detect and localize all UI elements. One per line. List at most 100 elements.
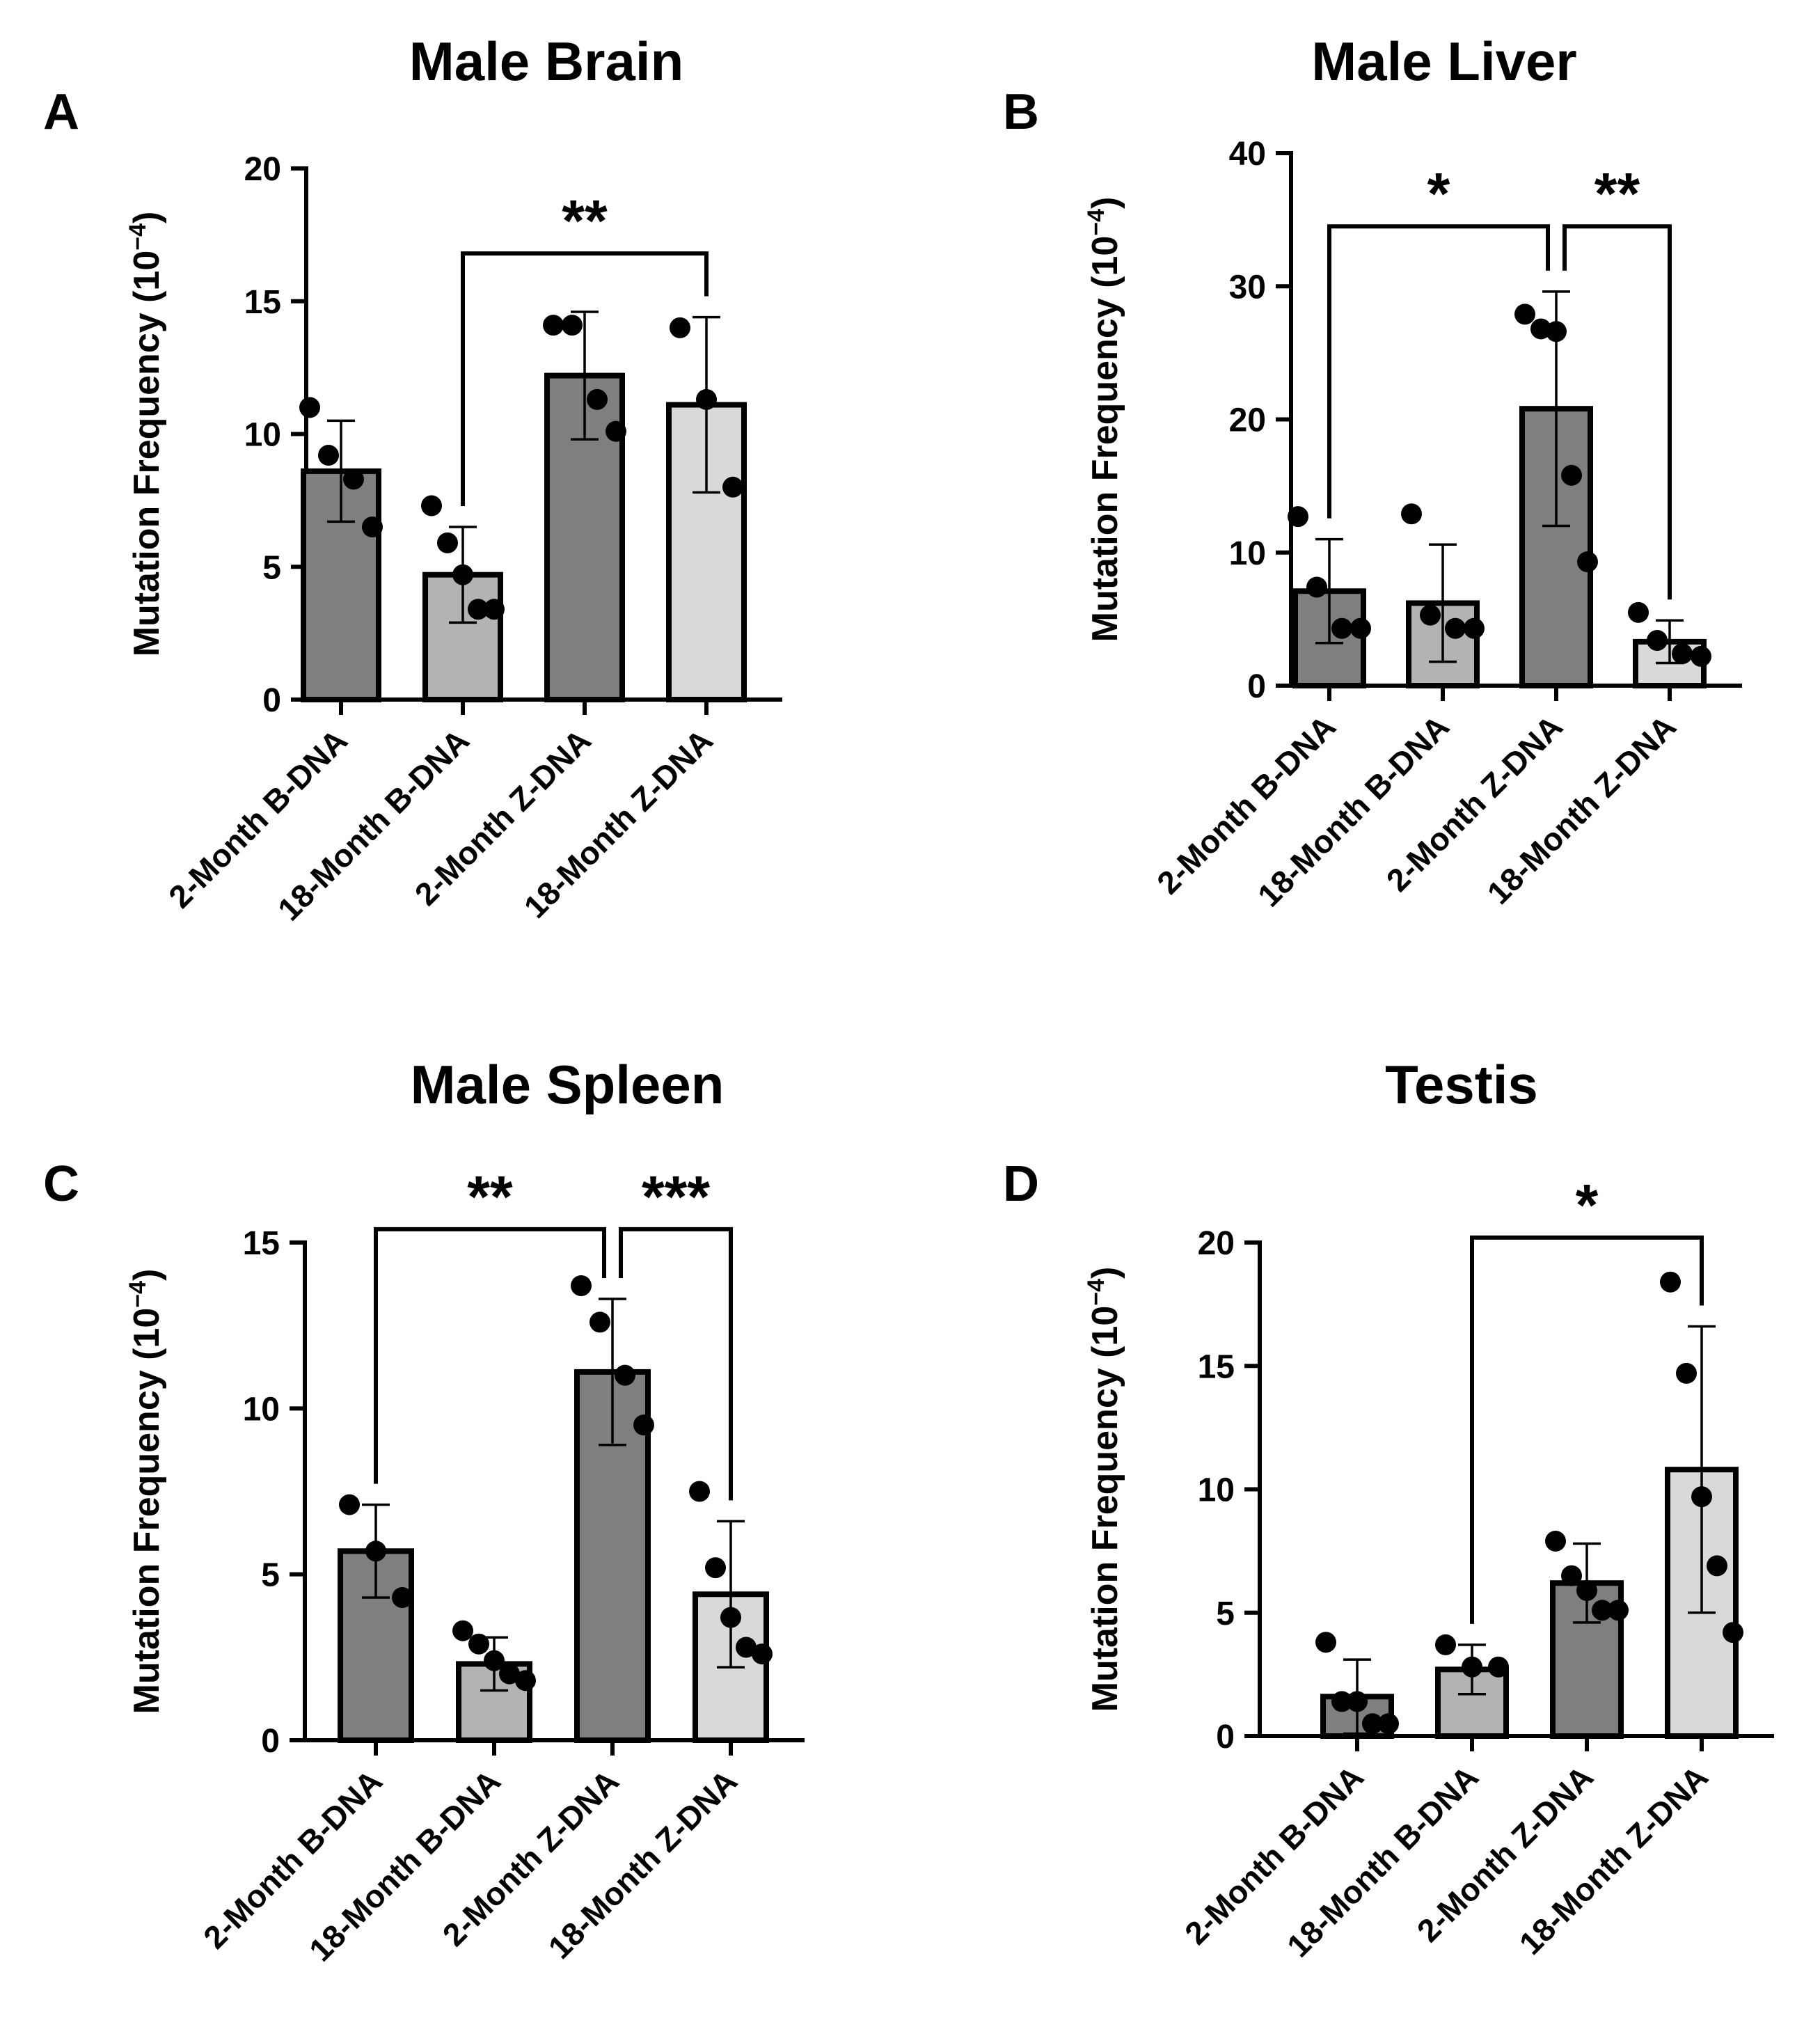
y-axis-label: Mutation Frequency (10−4) <box>125 212 167 657</box>
y-tick-label: 15 <box>1198 1348 1235 1385</box>
panel-b: B Male Liver Mutation Frequency (10−4)01… <box>1003 31 1742 913</box>
data-point <box>1331 1691 1352 1712</box>
data-point <box>696 388 717 410</box>
data-point <box>606 420 626 442</box>
data-point <box>1420 604 1441 626</box>
data-point <box>722 476 743 498</box>
panel-plot-a: Mutation Frequency (10−4)051015202-Month… <box>125 151 782 927</box>
data-point <box>1350 617 1371 639</box>
y-tick-label: 5 <box>262 549 281 586</box>
data-point <box>705 1557 726 1579</box>
significance-bracket <box>1562 224 1672 600</box>
x-tick-label: 18-Month Z-DNA <box>1512 1758 1716 1962</box>
y-tick-label: 10 <box>1229 535 1266 572</box>
data-point <box>1331 617 1352 639</box>
data-point <box>1445 617 1466 639</box>
data-point <box>1362 1713 1383 1735</box>
significance-label: * <box>1576 1172 1599 1238</box>
significance-label: * <box>1427 161 1450 226</box>
panel-plot-b: Mutation Frequency (10−4)0102030402-Mont… <box>1083 136 1742 913</box>
data-point <box>720 1607 741 1628</box>
data-point <box>587 388 608 410</box>
data-point <box>1545 1530 1566 1552</box>
data-point <box>752 1643 773 1665</box>
data-point <box>515 1670 536 1692</box>
significance-bracket <box>619 1227 733 1501</box>
data-point <box>1592 1600 1613 1621</box>
data-point <box>1315 1632 1336 1653</box>
data-point <box>452 564 473 585</box>
x-tick-label: 18-Month B-DNA <box>1280 1758 1485 1964</box>
data-point <box>1628 601 1649 623</box>
data-point <box>1647 629 1668 651</box>
y-tick-label: 15 <box>243 1225 280 1262</box>
y-tick-label: 0 <box>1247 668 1266 705</box>
significance-label: ** <box>467 1164 513 1229</box>
y-tick-label: 15 <box>244 284 281 321</box>
panel-title-c: Male Spleen <box>411 1054 725 1115</box>
data-point <box>670 317 690 338</box>
significance-bracket <box>1327 224 1550 519</box>
data-point <box>1347 1691 1368 1712</box>
data-point <box>299 397 320 418</box>
panel-title-b: Male Liver <box>1311 31 1577 92</box>
data-point <box>689 1481 710 1502</box>
x-tick-label: 18-Month Z-DNA <box>1480 708 1684 911</box>
data-point <box>468 599 489 620</box>
data-point <box>392 1587 413 1609</box>
bar <box>338 1548 414 1744</box>
data-point <box>365 1540 386 1562</box>
panel-plot-d: Mutation Frequency (10−4)051015202-Month… <box>1083 1172 1774 1964</box>
data-point <box>318 445 339 466</box>
x-tick-label: 18-Month B-DNA <box>1251 708 1456 913</box>
data-point <box>1514 303 1535 325</box>
data-point <box>562 315 583 336</box>
y-tick-label: 10 <box>243 1391 280 1428</box>
data-point <box>1546 321 1567 342</box>
data-point <box>589 1311 610 1333</box>
significance-bracket <box>374 1227 606 1484</box>
data-point <box>339 1494 360 1515</box>
data-point <box>1462 1656 1482 1678</box>
data-point <box>452 1620 473 1641</box>
data-point <box>633 1414 654 1436</box>
panel-title-a: Male Brain <box>409 31 683 92</box>
panel-letter-b: B <box>1003 84 1039 140</box>
significance-label: ** <box>1595 161 1640 226</box>
data-point <box>343 468 364 490</box>
panel-d: D Testis Mutation Frequency (10−4) 0 5 10 15… <box>1003 1054 1774 1964</box>
data-point <box>1378 1713 1399 1735</box>
y-tick-label: 20 <box>244 151 281 188</box>
data-point <box>1577 551 1598 573</box>
data-point <box>1723 1622 1743 1643</box>
data-point <box>1691 1486 1712 1508</box>
y-tick-label: 0 <box>262 682 281 719</box>
panel-letter-d: D <box>1003 1156 1039 1212</box>
data-point <box>615 1364 635 1386</box>
significance-label: *** <box>642 1164 710 1229</box>
panel-title-d: Testis <box>1385 1054 1538 1115</box>
data-point <box>1676 1362 1697 1384</box>
y-tick-label: 10 <box>244 417 281 454</box>
y-tick-label: 0 <box>1216 1719 1235 1756</box>
data-point <box>484 599 505 620</box>
data-point <box>1707 1555 1727 1577</box>
data-point <box>484 1650 505 1671</box>
panel-letter-a: A <box>43 84 79 140</box>
y-tick-label: 20 <box>1229 402 1266 439</box>
panel-letter-c: C <box>43 1156 79 1212</box>
y-tick-label: 0 <box>261 1723 280 1760</box>
significance-bracket <box>1470 1235 1704 1624</box>
data-point <box>1576 1579 1597 1601</box>
panel-a: A Male Brain Mutation Frequency (10−4) 0 5… <box>43 31 782 927</box>
y-axis-label: Mutation Frequency (10−4) <box>125 1269 167 1714</box>
data-point <box>736 1637 757 1658</box>
y-axis-label: Mutation Frequency (10−4) <box>1083 197 1125 642</box>
data-point <box>1288 506 1308 528</box>
significance-label: ** <box>562 188 608 253</box>
significance-bracket <box>461 251 709 507</box>
data-point <box>1435 1634 1456 1655</box>
data-point <box>1660 1271 1681 1293</box>
